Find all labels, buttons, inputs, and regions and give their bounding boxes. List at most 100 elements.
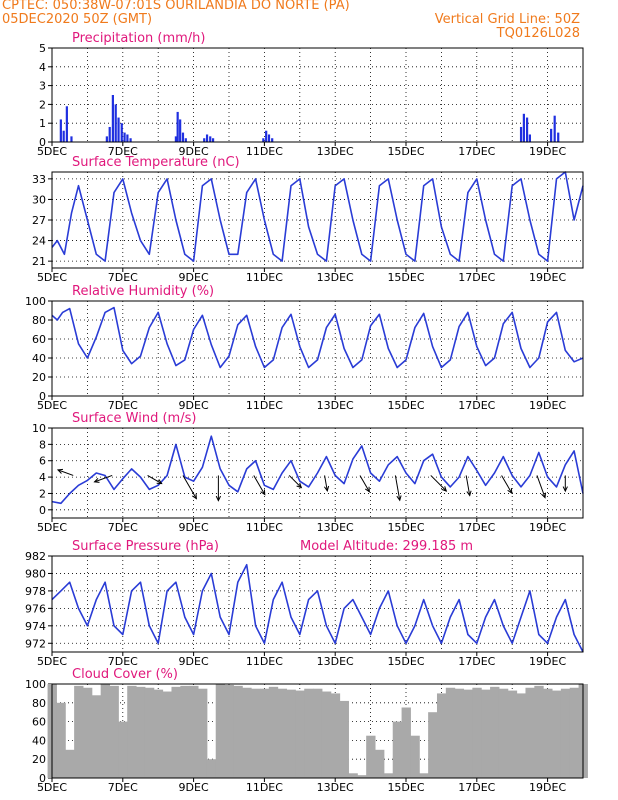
x-tick-label: 17DEC <box>458 655 495 668</box>
cloud-bar <box>383 773 394 778</box>
wind-arrow <box>430 475 447 492</box>
wind-arrow <box>182 475 197 499</box>
x-tick-label: 5DEC <box>37 399 67 412</box>
wind-arrow <box>465 475 471 496</box>
y-tick-label: 24 <box>32 235 46 248</box>
panel-title: Precipitation (mm/h) <box>72 31 205 46</box>
cloud-bar <box>401 707 411 778</box>
wind-arrow-head <box>507 488 513 495</box>
temp-series-line <box>51 171 584 262</box>
panel-frame <box>51 171 584 269</box>
cloud-bar <box>277 688 288 778</box>
x-tick-label: 15DEC <box>387 399 424 412</box>
precip-bar <box>117 117 120 142</box>
cloud-bar <box>251 688 261 778</box>
cloud-bar <box>366 735 376 778</box>
wind-arrow-head <box>323 485 330 492</box>
x-tick-label: 9DEC <box>179 781 209 794</box>
cloud-bar <box>436 693 447 778</box>
cloud-bar <box>304 688 314 778</box>
precip-bar <box>203 138 206 142</box>
wind-series-line <box>51 435 584 505</box>
precip-bar <box>528 134 531 142</box>
y-tick-label: 2 <box>39 98 46 111</box>
precip-bar <box>111 95 114 142</box>
cloud-bar <box>357 775 367 778</box>
run-datetime: 05DEC2020 50Z (GMT) <box>2 12 153 27</box>
wind-arrow-head <box>541 492 547 499</box>
precip-bar <box>59 119 62 142</box>
cloud-bar <box>419 773 429 778</box>
x-tick-label: 11DEC <box>246 655 283 668</box>
cloud-bar <box>348 773 358 778</box>
y-tick-label: 980 <box>25 567 46 580</box>
panel-frame <box>51 683 584 779</box>
precip-bar <box>123 132 126 142</box>
wind-arrow-head <box>93 477 100 483</box>
cloud-bar <box>215 684 226 778</box>
grid-line-note: Vertical Grid Line: 50Z <box>434 12 580 27</box>
cloud-bar <box>198 688 208 778</box>
panel-cloud: 0 20 40 60 80 100 5DEC 7DEC 9DEC 11DEC 13DEC 15DEC 1… <box>25 667 588 794</box>
precip-bar <box>62 130 65 142</box>
cloud-bar <box>109 685 119 778</box>
precip-bar <box>211 138 215 142</box>
cloud-bar <box>144 687 155 778</box>
cloud-bar <box>189 685 199 778</box>
precip-bar <box>205 134 209 142</box>
x-tick-label: 13DEC <box>317 521 354 534</box>
cloud-bar <box>525 687 535 778</box>
precip-bar <box>265 130 268 142</box>
cloud-bar <box>463 689 473 778</box>
y-tick-label: 4 <box>39 61 46 74</box>
x-tick-label: 5DEC <box>37 781 67 794</box>
y-tick-label: 27 <box>32 214 46 227</box>
x-tick-label: 11DEC <box>246 781 283 794</box>
precip-bar <box>271 138 274 142</box>
y-tick-label: 20 <box>32 371 46 384</box>
cloud-bar <box>233 685 243 778</box>
x-tick-label: 7DEC <box>108 521 138 534</box>
y-tick-label: 30 <box>32 193 46 206</box>
x-tick-label: 9DEC <box>179 399 209 412</box>
precip-bar <box>105 136 108 142</box>
precip-bar <box>65 106 68 142</box>
cloud-bar <box>295 690 305 778</box>
y-tick-label: 33 <box>32 173 46 186</box>
panel-title: Surface Pressure (hPa) <box>72 539 219 554</box>
cloud-bar <box>74 685 84 778</box>
panel-frame <box>51 427 584 519</box>
x-tick-label: 5DEC <box>37 145 67 158</box>
cloud-bar <box>454 688 465 778</box>
x-tick-label: 15DEC <box>387 145 424 158</box>
cloud-bar <box>82 687 93 778</box>
panel-title: Cloud Cover (%) <box>72 667 178 682</box>
cloud-bar <box>118 721 128 778</box>
wind-arrow <box>147 475 162 485</box>
cloud-bar <box>65 749 75 778</box>
cloud-bar <box>534 685 544 778</box>
precip-bar <box>70 136 73 142</box>
x-tick-label: 19DEC <box>529 521 566 534</box>
y-tick-label: 2 <box>39 487 46 500</box>
y-tick-label: 60 <box>32 333 46 346</box>
cloud-bar <box>268 686 279 778</box>
wind-arrow-head <box>396 495 402 502</box>
wind-arrow <box>57 469 74 476</box>
product-code: TQ0126L028 <box>496 26 580 41</box>
cloud-bar <box>498 688 509 778</box>
y-tick-label: 80 <box>32 314 46 327</box>
x-tick-label: 17DEC <box>458 145 495 158</box>
panel-wind: 0 2 4 6 8 10 5DEC 7DEC 9DEC 11DEC 13DEC 15DEC 17DEC 1… <box>32 411 584 534</box>
cloud-bar <box>153 689 164 778</box>
cloud-bar <box>410 735 420 778</box>
cloud-bar <box>560 688 571 778</box>
precip-bar <box>262 138 265 142</box>
panel-title: Surface Wind (m/s) <box>72 411 196 426</box>
wind-arrow-head <box>296 482 303 489</box>
cloud-bar <box>127 685 137 778</box>
cloud-bar <box>171 686 181 778</box>
panel-pressure: 972 974 976 978 980 982 5DEC 7DEC 9DEC 11DEC 13DEC… <box>25 539 584 668</box>
precip-bar <box>267 134 271 142</box>
precip-bar <box>129 138 132 142</box>
